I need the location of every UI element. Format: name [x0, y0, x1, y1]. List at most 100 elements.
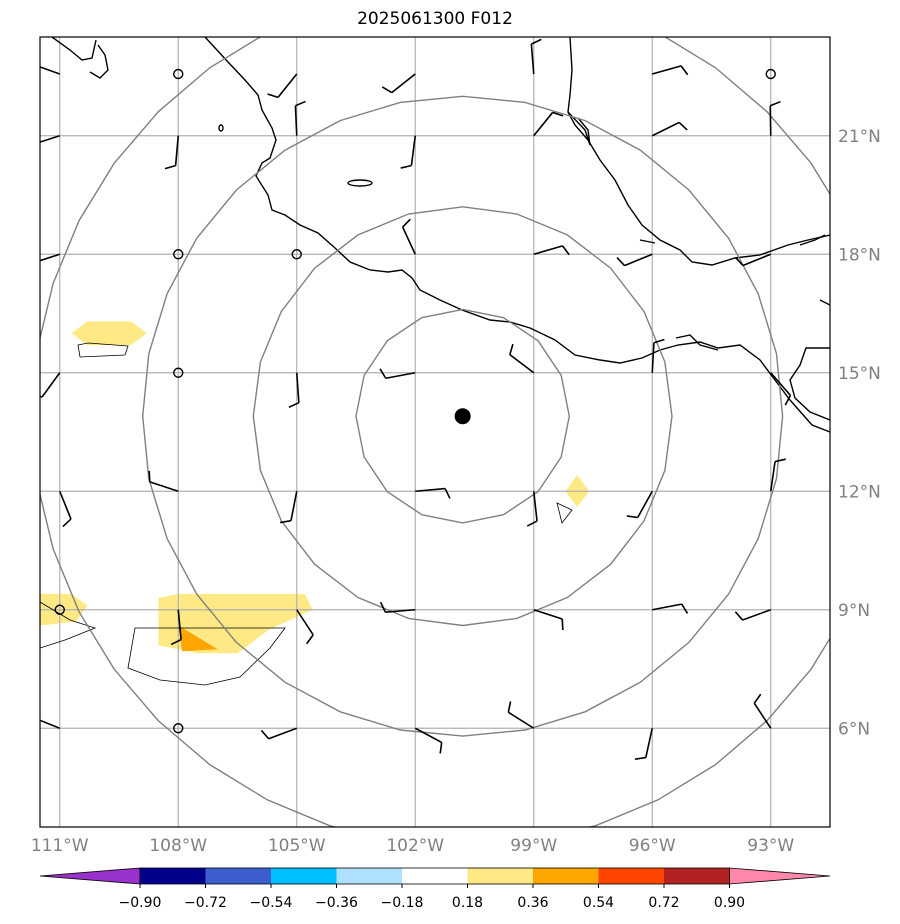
shaded-region-4	[178, 625, 218, 652]
coastline-gulf	[567, 37, 830, 266]
coastline-veracruz	[567, 111, 591, 146]
wind-barb	[507, 701, 535, 729]
shaded-region-1	[71, 321, 147, 346]
wind-barb	[734, 253, 772, 267]
wind-barb	[414, 727, 443, 754]
colorbar-segment	[271, 868, 337, 884]
wind-barb	[260, 727, 298, 740]
colorbar-label: 0.90	[714, 895, 745, 911]
storm-center-marker	[454, 408, 471, 425]
wind-barb	[40, 253, 60, 262]
wind-barb	[651, 338, 665, 373]
contour-4	[556, 502, 573, 524]
wind-barb	[148, 470, 179, 493]
colorbar-label: 0.36	[517, 895, 548, 911]
range-ring-4	[40, 37, 830, 827]
range-ring-2	[252, 206, 673, 627]
colorbar-label: −0.72	[184, 895, 227, 911]
lat-tick-label: 15°N	[838, 364, 881, 384]
axis-tick-labels: 111°W 108°W 105°W 102°W 99°W 96°W 93°W 6°N 9°N 12…	[31, 127, 881, 856]
contour-lines	[40, 342, 573, 686]
colorbar-label: 0.72	[648, 895, 679, 911]
wind-barb	[40, 719, 61, 729]
calm-wind-marker	[54, 604, 65, 615]
wind-barb	[279, 491, 298, 524]
wind-barb	[734, 608, 772, 621]
lat-tick-label: 18°N	[838, 245, 881, 265]
wind-barb	[616, 253, 653, 267]
wind-barb	[164, 135, 180, 170]
colorbar-segment	[533, 868, 599, 884]
range-ring-1	[355, 308, 571, 524]
coastline-inlet	[639, 239, 719, 351]
wind-barb	[288, 372, 300, 409]
wind-barb	[400, 135, 417, 169]
colorbar-label: −0.18	[381, 895, 424, 911]
lat-tick-label: 12°N	[838, 482, 881, 502]
lon-tick-label: 108°W	[149, 836, 207, 856]
wind-barb	[652, 65, 689, 76]
wind-barb	[379, 368, 416, 380]
contour-3	[127, 627, 286, 686]
coastline-mexico	[204, 37, 830, 433]
colorbar-label: −0.36	[315, 895, 358, 911]
colorbar-segment	[205, 868, 271, 884]
wind-barb	[634, 728, 654, 760]
wind-barb	[379, 601, 416, 613]
colorbar-segment	[664, 868, 730, 884]
wind-barb	[415, 487, 451, 499]
lat-tick-label: 6°N	[838, 719, 870, 739]
lon-tick-label: 93°W	[747, 836, 794, 856]
coastline	[51, 37, 830, 433]
coastline-east-edge	[799, 234, 830, 306]
colorbar-segment	[402, 868, 468, 884]
lon-tick-label: 102°W	[386, 836, 444, 856]
wind-barb	[769, 458, 786, 492]
wind-barb	[533, 608, 564, 631]
wind-barb	[652, 603, 689, 614]
colorbar-segment	[598, 868, 664, 884]
wind-barb	[40, 372, 61, 398]
wind-barb	[770, 372, 792, 406]
lon-tick-label: 105°W	[268, 836, 326, 856]
colorbar-segment	[336, 868, 402, 884]
colorbar-segment	[467, 868, 533, 884]
wind-barb	[401, 218, 416, 255]
wind-barb	[296, 609, 314, 645]
wind-barb	[526, 491, 538, 527]
calm-wind-marker	[173, 723, 184, 734]
coastline-yucatan	[789, 347, 830, 421]
wind-barb	[533, 245, 570, 256]
island-1	[347, 179, 373, 187]
calm-wind-marker	[765, 68, 776, 80]
island-2	[218, 124, 224, 132]
colorbar: −0.90 −0.72 −0.54 −0.36 −0.18 0.18 0.36 0.54 0.7…	[39, 867, 831, 911]
wind-barb	[59, 490, 72, 528]
lon-tick-label: 99°W	[510, 836, 557, 856]
lon-tick-label: 96°W	[629, 836, 676, 856]
wind-barb	[530, 38, 542, 75]
lon-tick-label: 111°W	[31, 836, 89, 856]
graticule	[40, 37, 830, 827]
wind-barb	[40, 66, 61, 75]
wind-barb	[381, 73, 416, 94]
map-frame	[39, 36, 831, 828]
colorbar-label: −0.90	[119, 895, 162, 911]
wind-barb	[651, 121, 688, 137]
map-title: 2025061300 F012	[357, 9, 513, 29]
colorbar-label: −0.54	[250, 895, 293, 911]
wind-barbs	[40, 38, 792, 760]
colorbar-label: 0.54	[583, 895, 614, 911]
coastline-baja	[51, 37, 109, 79]
contour-1	[77, 342, 129, 358]
wind-barb	[753, 693, 772, 729]
shaded-field	[40, 321, 590, 654]
wind-barb	[294, 100, 306, 136]
wind-barb	[267, 73, 298, 99]
wind-barb	[40, 134, 60, 143]
colorbar-outline	[139, 867, 730, 885]
colorbar-label: 0.18	[452, 895, 483, 911]
range-rings	[40, 37, 830, 827]
range-ring-3	[141, 95, 784, 737]
